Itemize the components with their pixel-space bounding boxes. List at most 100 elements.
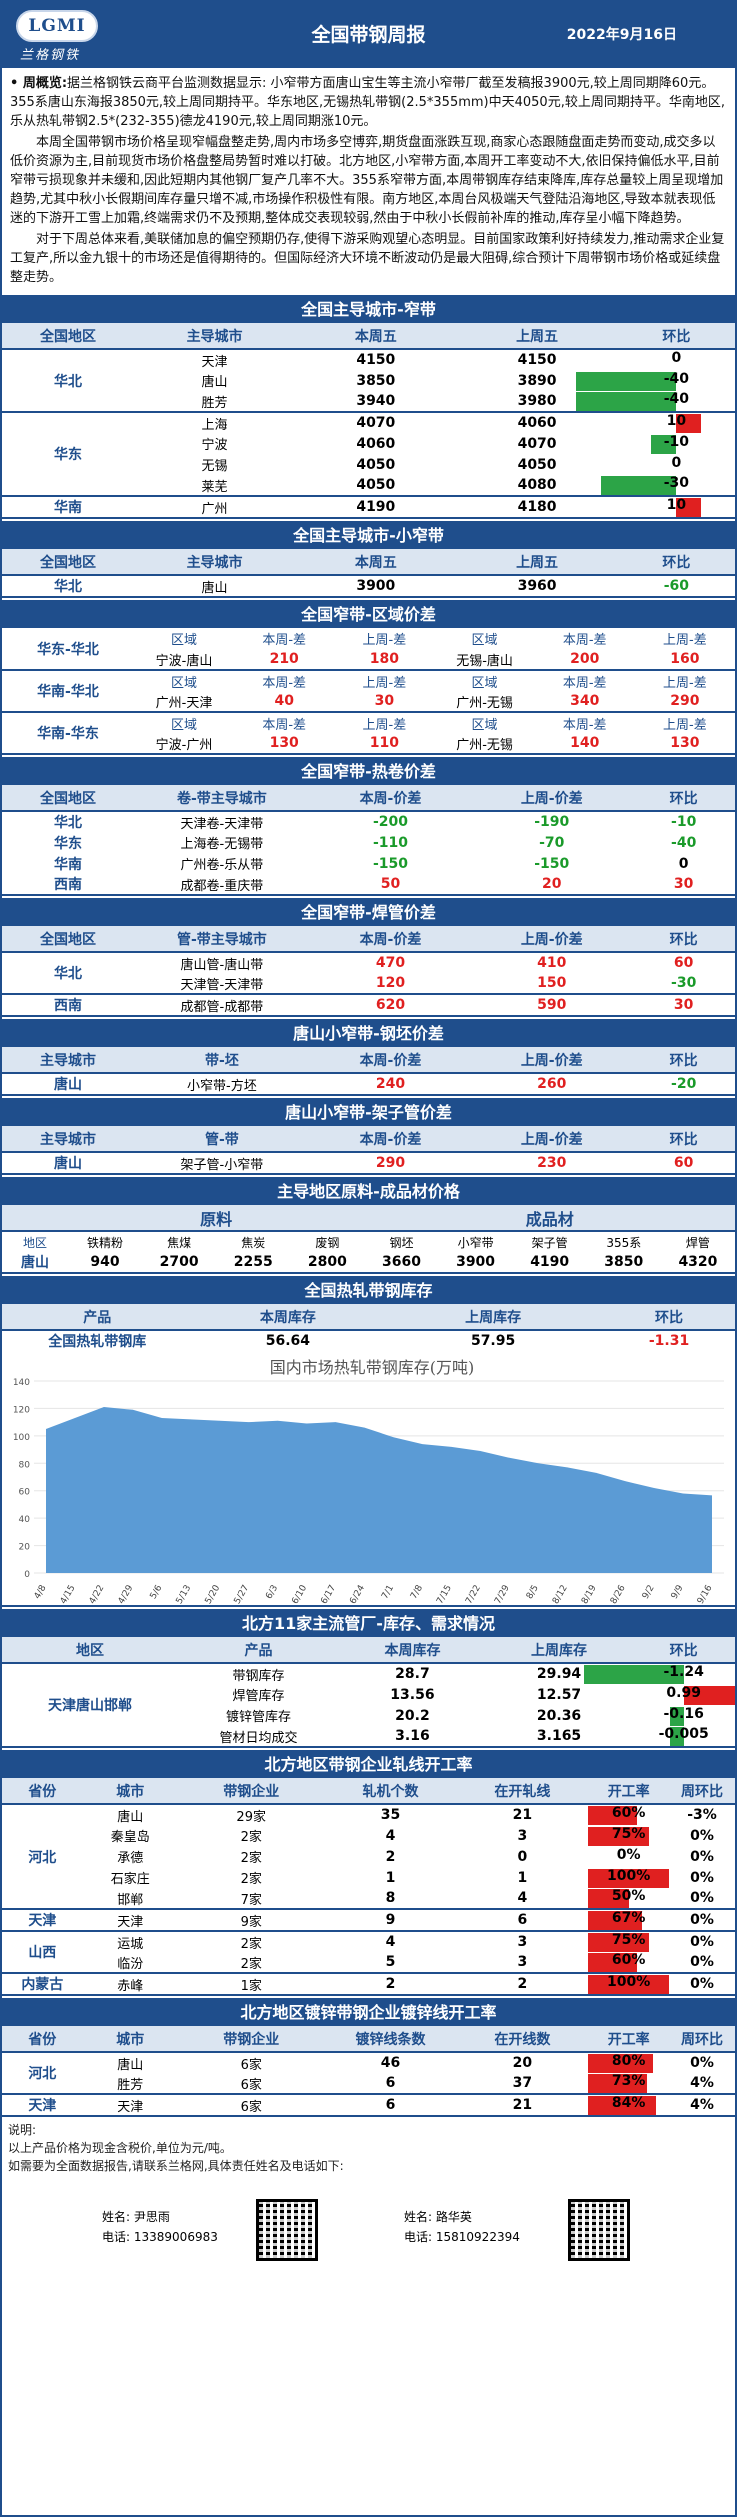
column-header: 带-坯 — [133, 1047, 310, 1074]
spread-value-cell: 160 — [634, 649, 735, 671]
week-change-cell: 0% — [690, 1827, 714, 1844]
utilization-cell: 73% — [588, 2073, 669, 2095]
change-cell: -30 — [601, 475, 735, 497]
utilization-bar — [588, 1868, 669, 1888]
city-cell: 唐山 — [133, 575, 296, 598]
city-pair-cell: 天津卷-天津带 — [180, 816, 264, 832]
change-cell: -1.24 — [583, 1663, 735, 1684]
city-cell: 天津 — [201, 354, 228, 370]
y-tick-label: 60 — [19, 1488, 31, 1498]
region-cell: 唐山 — [2, 1252, 68, 1274]
last-week-cell: 3960 — [456, 575, 618, 598]
change-cell: 60 — [632, 1152, 735, 1175]
city-pair-cell: 成都管-成都带 — [133, 994, 310, 1017]
section-title-billet-spread: 唐山小窄带-钢坯价差 — [2, 1017, 735, 1047]
column-header: 355系 — [606, 1235, 642, 1250]
x-tick-label: 5/13 — [175, 1584, 194, 1607]
line-count-cell: 35 — [380, 1807, 401, 1823]
table-row: 管材日均成交 3.16 3.165 -0.005 — [2, 1726, 735, 1748]
column-header: 周环比 — [669, 2026, 735, 2053]
change-cell: -10 — [618, 433, 735, 454]
column-header: 本周库存 — [339, 1637, 486, 1664]
region-cell: 华北 — [2, 349, 134, 413]
province-cell: 天津 — [2, 1909, 83, 1932]
spread-subheader: 上周-差 — [663, 633, 707, 648]
change-cell: 30 — [632, 994, 735, 1017]
column-header: 开工率 — [588, 2026, 669, 2053]
product-cell: 带钢库存 — [232, 1668, 285, 1684]
change-bar — [669, 1706, 684, 1726]
utilization-bar — [588, 2054, 653, 2073]
change-cell: 10 — [618, 412, 735, 433]
column-header: 卷-带主导城市 — [133, 785, 310, 812]
line-count-cell: 6 — [324, 2073, 457, 2095]
spread-value-cell: 620 — [309, 994, 472, 1017]
last-week-cell: 3.165 — [485, 1726, 633, 1748]
spread-subheader: 本周-差 — [262, 717, 307, 733]
column-header: 环比 — [632, 1126, 735, 1153]
utilization-cell: 60% — [588, 1804, 669, 1825]
province-cell: 河北 — [2, 1804, 83, 1910]
spread-header-row: 华南-华东 区域 本周-差 上周-差 区域 本周-差 上周-差 — [2, 712, 735, 755]
column-header: 上周-价差 — [471, 1047, 633, 1074]
x-tick-label: 8/19 — [580, 1583, 599, 1606]
column-header: 本周五 — [295, 323, 457, 350]
running-lines-cell: 20 — [512, 2055, 533, 2071]
column-header: 全国地区 — [2, 323, 134, 350]
week-change-cell: 0% — [669, 1909, 735, 1932]
utilization-bar — [588, 1826, 649, 1846]
utilization-value: 80% — [611, 2053, 646, 2069]
tables-container: 全国主导城市-窄带 全国地区 主导城市 本周五 上周五 环比 华北 天津 4150 4150 0 唐山… — [2, 293, 735, 2117]
city-cell: 胜芳 — [133, 391, 296, 413]
region-pair-cell: 无锡-唐山 — [434, 649, 535, 671]
y-tick-label: 20 — [19, 1543, 31, 1553]
change-cell: -60 — [617, 575, 735, 598]
raw-material-table: 原料 成品材 地区 铁精粉 焦煤 焦炭 废钢 钢坯 小窄带 架子管 355系 焊管 唐山 940 2700 2… — [2, 1205, 735, 1274]
spread-value-cell: 40 — [234, 691, 335, 713]
x-tick-label: 6/24 — [348, 1583, 367, 1606]
x-tick-label: 9/9 — [670, 1583, 686, 1601]
this-week-cell: 28.7 — [395, 1666, 430, 1682]
column-header: 本周-价差 — [309, 1126, 472, 1153]
table-row: 西南 成都卷-重庆带 50 20 30 — [2, 874, 735, 896]
region-cell: 西南 — [2, 874, 134, 896]
running-lines-cell: 0 — [517, 1848, 528, 1865]
region-pair-cell: 宁波-唐山 — [133, 649, 235, 671]
spread-value-cell: 210 — [234, 649, 335, 671]
table-row: 石家庄 2家 1 1 100% 0% — [2, 1867, 735, 1888]
spread-value-cell: 260 — [471, 1073, 633, 1096]
line-count-cell: 6 — [324, 2094, 457, 2117]
table-row: 唐山 940 2700 2255 2800 3660 3900 4190 3850 4320 — [2, 1252, 735, 1274]
table-row: 河北 唐山 6家 46 20 80% 0% — [2, 2052, 735, 2095]
change-cell: 0.99 — [632, 1684, 735, 1705]
city-cell: 石家庄 — [110, 1872, 150, 1887]
city-cell: 运城 — [117, 1936, 144, 1952]
spread-value-cell: 410 — [537, 955, 567, 971]
last-week-cell: 4180 — [456, 496, 618, 519]
region-cell: 华北 — [53, 815, 82, 831]
table-row: 焊管库存 13.56 12.57 0.99 — [2, 1684, 735, 1705]
spread-subheader: 本周-差 — [262, 675, 307, 691]
line-count-cell: 46 — [380, 2055, 401, 2071]
this-week-cell: 3850 — [356, 372, 396, 389]
footer-note: 说明: 以上产品价格为现金含税价,单位为元/吨。 如需要为全面数据报告,请联系兰… — [8, 2123, 344, 2173]
change-value: 0.99 — [666, 1684, 701, 1701]
table-row: 胜芳 6家 6 37 73% 4% — [2, 2073, 735, 2095]
this-week-cell: 3940 — [295, 391, 457, 413]
line-count-cell: 5 — [324, 1952, 457, 1974]
column-header: 在开轧线 — [456, 1778, 589, 1805]
contacts: 姓名: 尹思雨 电话: 13389006983 姓名: 路华英 电话: 1581… — [2, 2179, 735, 2289]
table-row: 华东 上海 4070 4060 10 — [2, 412, 735, 497]
change-bar — [583, 1665, 684, 1684]
spread-value-cell: -190 — [534, 814, 570, 830]
utilization-bar — [588, 1953, 637, 1972]
region-pair-cell: 宁波-广州 — [133, 733, 235, 755]
spread-value-cell: 130 — [634, 733, 735, 755]
column-header: 本周-价差 — [309, 785, 472, 812]
change-cell: -10 — [671, 814, 697, 830]
column-header: 管-带 — [133, 1126, 310, 1153]
column-header: 本周五 — [295, 549, 457, 576]
price-cell: 2255 — [216, 1252, 291, 1274]
table-row: 临汾 2家 5 3 60% 0% — [2, 1952, 735, 1974]
week-change-cell: 0% — [669, 1888, 735, 1910]
